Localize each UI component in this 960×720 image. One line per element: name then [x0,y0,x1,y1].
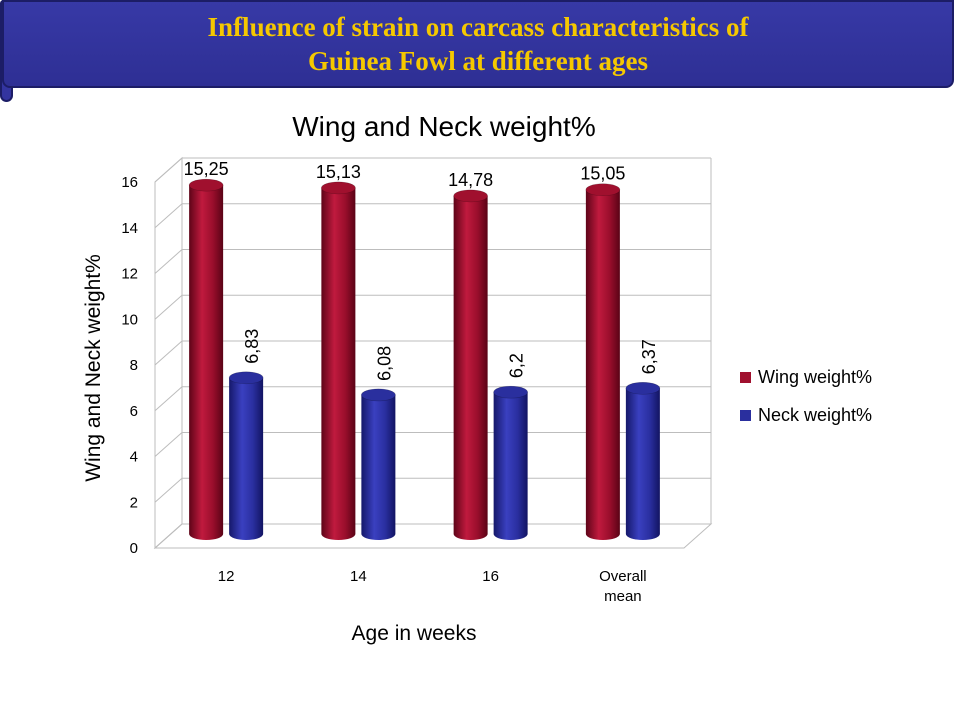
bar-top [585,183,621,197]
gridline [154,294,711,320]
gridline [154,203,711,229]
y-tick-label: 12 [121,266,138,283]
x-axis-title: Age in weeks [352,622,477,645]
y-axis-ticks: 0 2 4 6 8 10 12 14 16 [121,174,138,557]
x-axis-ticks: 12 14 16 Overall mean [218,568,647,605]
gridlines [153,156,713,550]
x-tick-label: 16 [482,568,499,585]
y-tick-label: 4 [130,449,138,466]
chart-title: Wing and Neck weight% [292,111,595,142]
data-label: 15,05 [580,164,625,184]
slide-title-line-1: Influence of strain on carcass character… [207,12,749,42]
bar [453,195,488,540]
x-tick-label: 12 [218,568,235,585]
y-axis-title: Wing and Neck weight% [82,254,105,482]
gridline [154,477,711,503]
bar [189,185,224,540]
y-tick-label: 2 [130,494,138,511]
x-tick-label: Overall mean [599,568,647,605]
legend-swatch [740,410,751,421]
data-label: 6,08 [374,346,394,381]
bar-top [453,189,488,203]
gridline [154,340,711,366]
legend-entry: Wing weight% [758,367,872,387]
data-label: 6,83 [242,329,262,364]
y-tick-label: 0 [130,540,138,557]
bar-top [493,385,528,399]
bar [585,189,620,540]
y-tick-label: 6 [130,403,138,420]
gridline [154,432,711,457]
legend: Wing weight% Neck weight% [740,367,872,425]
data-label: 6,2 [507,353,527,378]
bar [321,187,356,540]
bars [188,178,661,540]
data-label: 6,37 [639,339,659,374]
data-label: 15,25 [184,159,229,179]
bar-top [188,178,224,192]
bar [493,392,528,540]
y-tick-label: 8 [130,357,138,374]
x-tick-label: 14 [350,568,367,585]
y-tick-label: 16 [121,174,138,191]
bar-top [625,381,661,395]
y-tick-label: 14 [121,220,138,237]
bar [229,377,264,540]
data-labels: 15,25 6,83 15,13 6,08 14,78 6,2 15,05 6,37 [184,159,659,381]
slide-title-line-2: Guinea Fowl at different ages [308,46,648,76]
bar-top [361,388,396,402]
slide-title-banner: Influence of strain on carcass character… [2,0,954,88]
data-label: 14,78 [448,170,493,190]
legend-entry: Neck weight% [758,405,872,425]
legend-swatch [740,372,751,383]
y-tick-label: 10 [121,311,138,328]
gridline [154,386,711,412]
bar [625,388,660,540]
gridline [154,249,711,274]
bar-top [321,181,356,195]
gridline [154,157,711,183]
data-label: 15,13 [316,162,361,182]
bar-top [228,371,264,385]
bar [361,394,396,540]
